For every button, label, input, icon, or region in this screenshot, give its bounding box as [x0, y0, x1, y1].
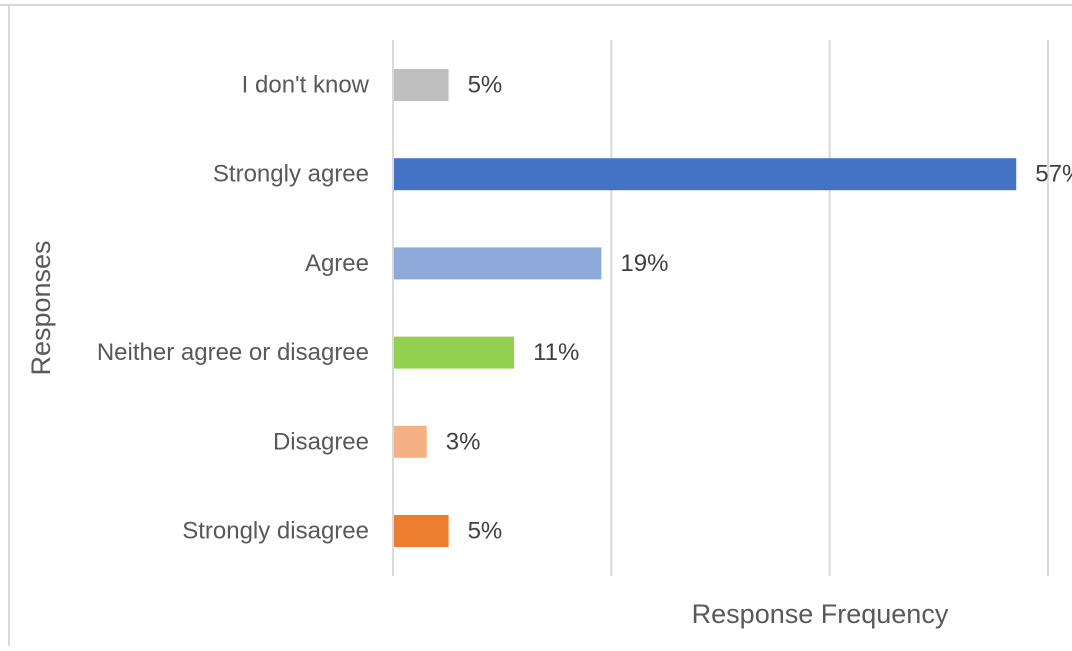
chart-frame-top-border: [0, 4, 1072, 6]
data-label: 5%: [468, 72, 503, 99]
category-label: I don't know: [242, 72, 370, 99]
x-axis-title: Response Frequency: [692, 599, 949, 629]
gridlines: [392, 40, 1049, 576]
bar: [394, 336, 515, 369]
chart-frame-left-border: [8, 4, 10, 646]
bar: [394, 247, 602, 280]
bars: [394, 69, 1017, 547]
data-label: 3%: [446, 428, 481, 455]
bar: [394, 425, 427, 458]
data-label: 19%: [620, 250, 668, 277]
data-label: 57%: [1035, 161, 1072, 188]
category-label: Strongly agree: [213, 161, 369, 188]
category-labels: I don't know Strongly agree Agree Neither a…: [97, 72, 370, 545]
bar: [394, 158, 1017, 191]
bar: [394, 515, 449, 547]
bar: [394, 69, 449, 101]
category-label: Disagree: [273, 428, 369, 455]
data-label: 11%: [533, 339, 579, 366]
category-label: Agree: [305, 250, 369, 277]
data-label: 5%: [468, 518, 503, 545]
value-labels: 5% 57% 19% 11% 3% 5%: [446, 72, 1072, 545]
y-axis-title: Responses: [26, 240, 56, 375]
category-label: Neither agree or disagree: [97, 339, 369, 366]
category-label: Strongly disagree: [182, 518, 369, 545]
